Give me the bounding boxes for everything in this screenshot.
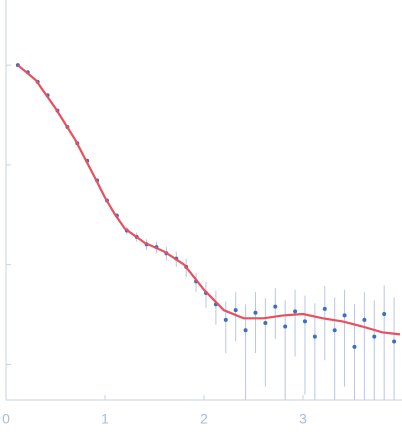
data-point: [342, 313, 347, 318]
data-point: [263, 321, 268, 326]
fit-line: [17, 64, 401, 336]
data-point: [293, 309, 298, 314]
data-point: [302, 319, 307, 324]
x-tick-label: 3: [299, 411, 307, 427]
x-tick-label: 2: [200, 411, 208, 427]
data-point: [372, 334, 377, 339]
data-point: [253, 310, 258, 315]
x-tick-label: 1: [101, 411, 109, 427]
x-tick-label: 0: [2, 411, 10, 427]
data-point: [233, 308, 238, 313]
data-point: [312, 334, 317, 339]
data-point: [223, 317, 228, 322]
data-point: [362, 317, 367, 322]
data-point: [322, 306, 327, 311]
data-point: [332, 328, 337, 333]
data-point: [243, 328, 248, 333]
data-point: [382, 312, 387, 317]
data-point: [273, 304, 278, 309]
data-point: [352, 344, 357, 349]
data-point: [392, 339, 397, 344]
data-point: [283, 324, 288, 329]
